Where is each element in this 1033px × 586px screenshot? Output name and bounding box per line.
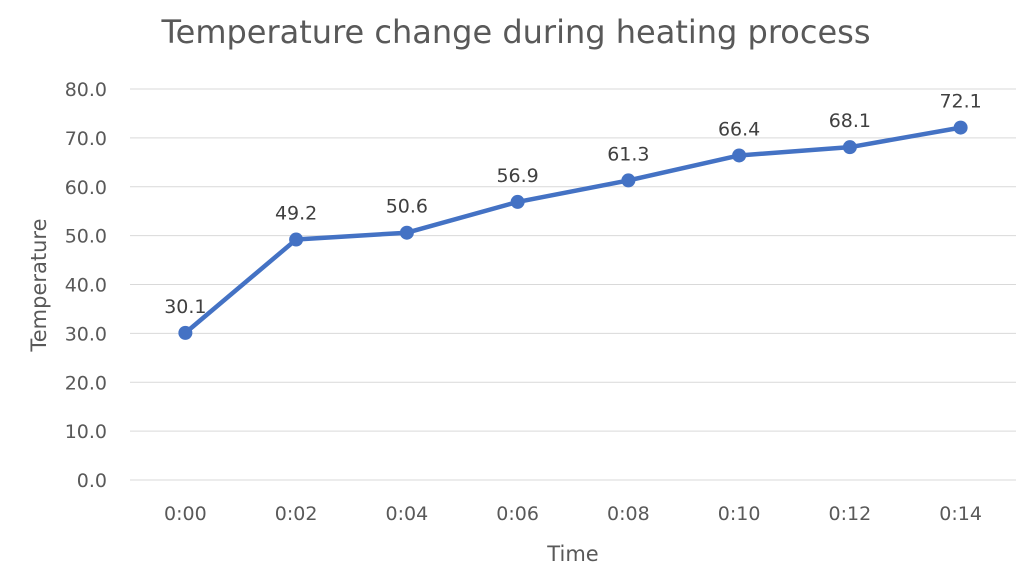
series-layer: [178, 120, 968, 340]
gridlines: [130, 88, 1016, 481]
x-tick-label: 0:08: [607, 503, 650, 525]
data-label: 61.3: [607, 143, 649, 165]
data-label: 56.9: [496, 165, 538, 187]
data-label: 50.6: [386, 196, 428, 218]
data-point: [510, 194, 525, 209]
data-point: [732, 148, 747, 163]
x-tick-label: 0:10: [718, 503, 761, 525]
chart-title: Temperature change during heating proces…: [161, 13, 871, 51]
x-tick-label: 0:00: [164, 503, 207, 525]
data-labels: 30.1 49.2 50.6 56.9 61.3 66.4 68.1 72.1: [164, 91, 982, 318]
x-axis-ticks: 0:00 0:02 0:04 0:06 0:08 0:10 0:12 0:14: [164, 503, 982, 525]
data-label: 66.4: [718, 118, 760, 140]
data-point: [289, 232, 304, 247]
data-point: [178, 325, 193, 340]
data-point: [621, 173, 636, 188]
series-line: [183, 125, 963, 336]
data-label: 30.1: [164, 296, 206, 318]
x-tick-label: 0:12: [829, 503, 872, 525]
x-tick-label: 0:02: [275, 503, 318, 525]
x-axis-title: Time: [546, 542, 598, 566]
y-tick-label: 10.0: [65, 421, 107, 443]
x-tick-label: 0:04: [386, 503, 429, 525]
y-axis-title: Temperature: [27, 218, 51, 352]
y-tick-label: 60.0: [65, 177, 107, 199]
y-tick-label: 50.0: [65, 226, 107, 248]
y-axis-ticks: 0.0 10.0 20.0 30.0 40.0 50.0 60.0 70.0 80.0: [65, 79, 107, 492]
y-tick-label: 70.0: [65, 128, 107, 150]
x-tick-label: 0:14: [939, 503, 982, 525]
y-tick-label: 40.0: [65, 275, 107, 297]
data-point: [399, 225, 414, 240]
y-tick-label: 30.0: [65, 323, 107, 345]
data-point: [953, 120, 968, 135]
data-label: 72.1: [939, 91, 981, 113]
y-tick-label: 20.0: [65, 372, 107, 394]
x-tick-label: 0:06: [496, 503, 539, 525]
y-tick-label: 80.0: [65, 79, 107, 101]
data-label: 49.2: [275, 203, 317, 225]
data-label: 68.1: [829, 110, 871, 132]
data-point: [842, 140, 857, 155]
y-tick-label: 0.0: [77, 470, 107, 492]
